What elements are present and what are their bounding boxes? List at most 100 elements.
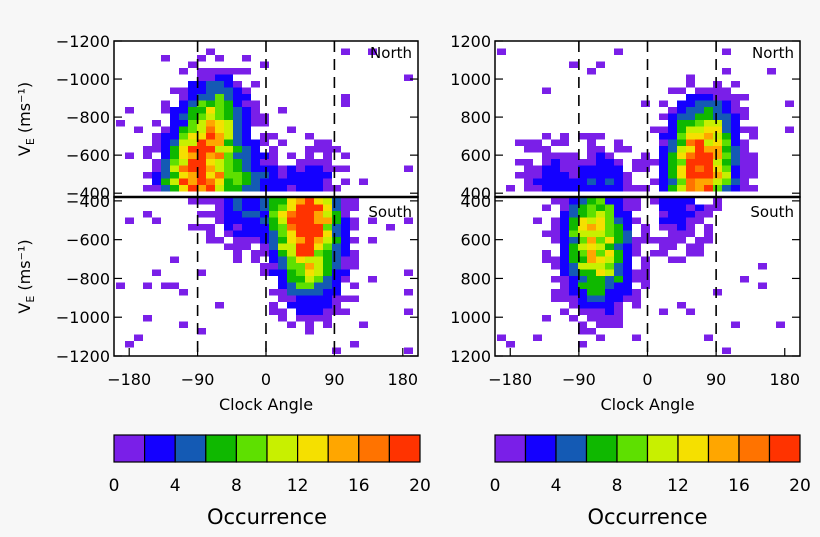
heatmap-cell [659, 159, 668, 166]
heatmap-cell [314, 250, 323, 257]
colorbar-tick-label: 12 [287, 476, 309, 496]
heatmap-cell [314, 302, 323, 309]
heatmap-cell [242, 230, 251, 237]
heatmap-cell [623, 146, 632, 153]
heatmap-cell [233, 185, 242, 192]
heatmap-cell [170, 107, 179, 114]
heatmap-cell [533, 178, 542, 185]
heatmap-cell [269, 198, 278, 205]
heatmap-cell [314, 315, 323, 322]
heatmap-cell [749, 126, 758, 133]
heatmap-cell [695, 178, 704, 185]
heatmap-cell [569, 185, 578, 192]
heatmap-cell [404, 308, 413, 315]
heatmap-cell [341, 217, 350, 224]
heatmap-cell [206, 178, 215, 185]
heatmap-cell [251, 204, 260, 211]
colorbar-tick-label: 4 [170, 476, 181, 496]
heatmap-cell [215, 237, 224, 244]
heatmap-cell [605, 172, 614, 179]
heatmap-cell [260, 152, 269, 159]
heatmap-cell [314, 256, 323, 263]
heatmap-cell [206, 94, 215, 101]
heatmap-cell [224, 230, 233, 237]
heatmap-cell [224, 81, 233, 88]
heatmap-cell [332, 230, 341, 237]
heatmap-cell [224, 126, 233, 133]
heatmap-cell [278, 178, 287, 185]
heatmap-cell [188, 94, 197, 101]
heatmap-cell [305, 269, 314, 276]
heatmap-cell [296, 276, 305, 283]
heatmap-cell [578, 302, 587, 309]
heatmap-cell [296, 269, 305, 276]
heatmap-cell [143, 146, 152, 153]
heatmap-cell [704, 185, 713, 192]
colorbar-swatch [677, 434, 710, 463]
heatmap-cell [269, 263, 278, 270]
heatmap-cell [332, 237, 341, 244]
heatmap-cell [188, 224, 197, 231]
heatmap-cell [524, 146, 533, 153]
heatmap-cell [287, 269, 296, 276]
heatmap-cell [551, 172, 560, 179]
heatmap-cell [224, 198, 233, 205]
heatmap-cell [560, 185, 569, 192]
heatmap-cell [569, 61, 578, 68]
heatmap-cell [722, 120, 731, 127]
heatmap-cell [533, 139, 542, 146]
heatmap-cell [722, 165, 731, 172]
heatmap-cell [224, 211, 233, 218]
x-axis-title: Clock Angle [600, 395, 694, 414]
heatmap-cell [578, 165, 587, 172]
heatmap-cell [287, 321, 296, 328]
heatmap-cell [614, 295, 623, 302]
heatmap-cell [188, 100, 197, 107]
heatmap-cell [740, 172, 749, 179]
heatmap-cell [287, 185, 296, 192]
heatmap-cell [341, 308, 350, 315]
heatmap-cell [623, 295, 632, 302]
heatmap-cell [215, 74, 224, 81]
heatmap-cell [542, 185, 551, 192]
heatmap-cells [116, 48, 413, 192]
heatmap-cell [350, 204, 359, 211]
heatmap-cell [332, 217, 341, 224]
heatmap-cell [269, 159, 278, 166]
heatmap-cell [560, 198, 569, 205]
y-tick-label: 400 [460, 184, 491, 203]
heatmap-cell [722, 126, 731, 133]
heatmap-cell [215, 204, 224, 211]
heatmap-cell [233, 126, 242, 133]
heatmap-cell [605, 269, 614, 276]
heatmap-cell [722, 178, 731, 185]
heatmap-cell [341, 256, 350, 263]
heatmap-cell [731, 165, 740, 172]
heatmap-cell [560, 211, 569, 218]
heatmap-cell [614, 198, 623, 205]
heatmap-cell [197, 133, 206, 140]
heatmap-cell [713, 133, 722, 140]
heatmap-cell [332, 198, 341, 205]
heatmap-cell [188, 185, 197, 192]
heatmap-cell [605, 152, 614, 159]
heatmap-cell [179, 165, 188, 172]
heatmap-cell [686, 133, 695, 140]
heatmap-cell [251, 146, 260, 153]
heatmap-cell [224, 113, 233, 120]
heatmap-cell [686, 178, 695, 185]
heatmap-cell [722, 87, 731, 94]
heatmap-cell [713, 100, 722, 107]
heatmap-cell [278, 295, 287, 302]
heatmap-cell [614, 263, 623, 270]
heatmap-cell [578, 250, 587, 257]
heatmap-cell [341, 243, 350, 250]
heatmap-cell [116, 120, 125, 127]
heatmap-cell [179, 321, 188, 328]
heatmap-cell [170, 133, 179, 140]
heatmap-cell [695, 126, 704, 133]
heatmap-cell [170, 159, 179, 166]
heatmap-cell [260, 250, 269, 257]
heatmap-cell [578, 178, 587, 185]
heatmap-cell [623, 217, 632, 224]
